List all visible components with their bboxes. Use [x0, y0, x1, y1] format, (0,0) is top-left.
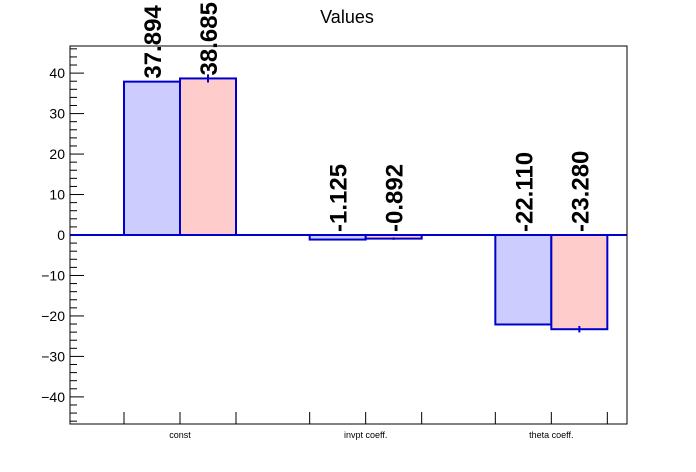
- bar: [123, 80, 181, 237]
- plot-frame: [69, 45, 628, 425]
- value-label: -22.110: [511, 152, 538, 232]
- y-tick-label: 10: [49, 187, 65, 203]
- value-label: -23.280: [567, 151, 594, 232]
- y-tick-label: −20: [41, 308, 65, 324]
- bar: [550, 234, 609, 331]
- y-tick-label: 40: [49, 65, 65, 81]
- y-tick-label: −10: [41, 267, 65, 283]
- category-label: theta coeff.: [529, 430, 573, 440]
- y-tick-label: −30: [41, 348, 65, 364]
- value-label: -0.892: [382, 164, 409, 232]
- value-label: 37.894: [140, 5, 167, 79]
- y-tick-label: 20: [49, 146, 65, 162]
- category-label: const: [169, 430, 191, 440]
- category-label: invpt coeff.: [344, 430, 387, 440]
- chart-title: Values: [320, 7, 374, 27]
- y-tick-label: −40: [41, 389, 65, 405]
- value-label: 38.685: [196, 2, 223, 75]
- value-label: -1.125: [326, 164, 353, 232]
- bar: [494, 234, 553, 326]
- y-tick-label: 30: [49, 106, 65, 122]
- y-tick-label: 0: [57, 227, 65, 243]
- bar: [179, 77, 237, 237]
